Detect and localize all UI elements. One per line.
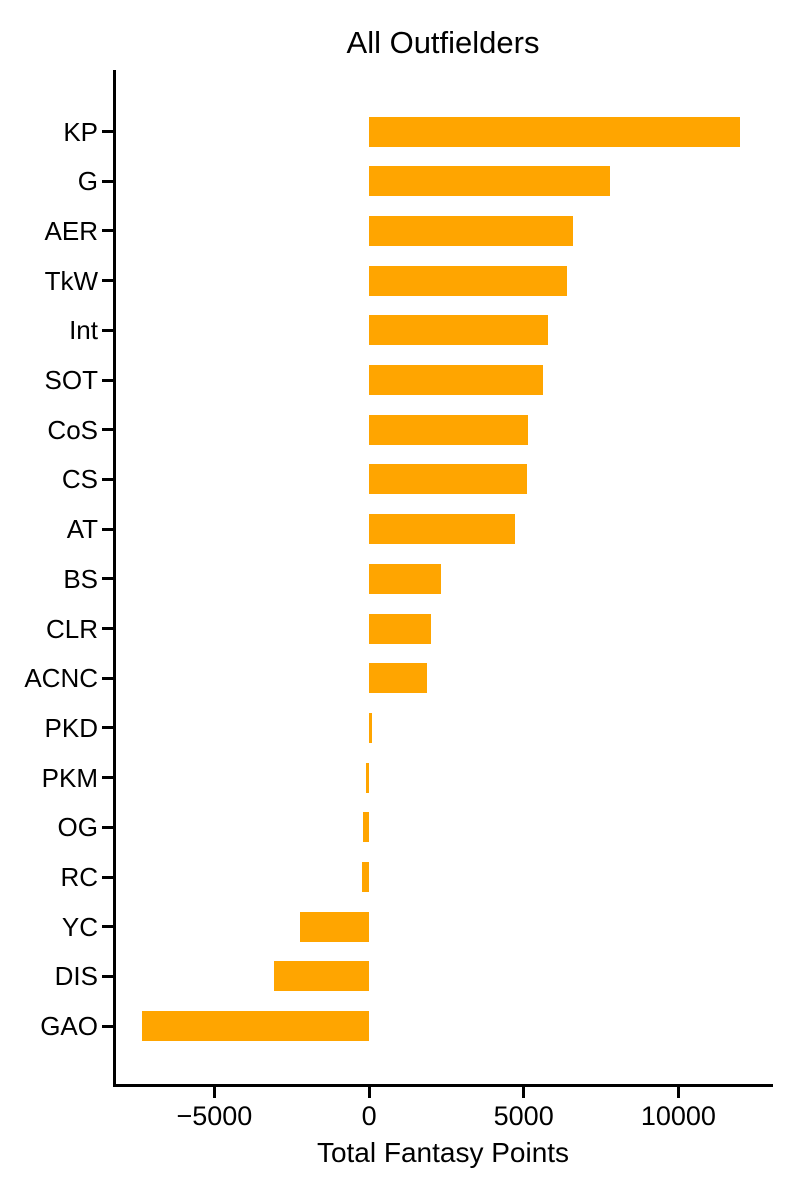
bar-BS: [369, 563, 441, 594]
bar-OG: [362, 812, 370, 843]
y-tick-TkW: [102, 279, 113, 283]
bar-YC: [299, 911, 370, 942]
bar-PKM: [366, 762, 370, 793]
bar-GAO: [142, 1011, 370, 1042]
x-tick-5000: [522, 1087, 526, 1098]
bar-KP: [369, 116, 741, 147]
y-tick-label-SOT: SOT: [44, 365, 98, 395]
x-tick--5000: [212, 1087, 216, 1098]
y-tick-RC: [102, 875, 113, 879]
y-tick-CoS: [102, 428, 113, 432]
x-tick-label--5000: −5000: [176, 1101, 253, 1131]
y-tick-KP: [102, 130, 113, 133]
y-tick-label-TkW: TkW: [44, 265, 98, 296]
x-tick-label-10000: 10000: [640, 1101, 716, 1131]
bar-CS: [369, 464, 528, 495]
plot-area: [113, 70, 773, 1087]
y-tick-PKD: [102, 726, 113, 730]
y-tick-YC: [102, 925, 113, 929]
y-tick-label-CLR: CLR: [45, 613, 98, 644]
bars-layer: [113, 70, 773, 1087]
bar-G: [369, 166, 610, 197]
y-tick-DIS: [102, 974, 113, 978]
chart-title: All Outfielders: [346, 25, 540, 60]
bar-DIS: [274, 961, 369, 992]
bar-Int: [369, 315, 549, 346]
y-tick-label-GAO: GAO: [40, 1011, 98, 1042]
y-tick-label-PKD: PKD: [44, 712, 98, 743]
y-tick-label-PKM: PKM: [41, 762, 98, 793]
bar-CLR: [369, 613, 431, 644]
y-axis-spine: [113, 70, 116, 1087]
y-tick-Int: [102, 328, 113, 332]
x-tick-label-5000: 5000: [493, 1101, 554, 1131]
bar-RC: [362, 862, 370, 892]
y-tick-label-YC: YC: [61, 911, 98, 942]
y-tick-label-BS: BS: [63, 563, 98, 594]
y-tick-label-AER: AER: [44, 215, 98, 246]
x-tick-10000: [676, 1087, 680, 1098]
bar-AT: [369, 514, 516, 545]
y-tick-ACNC: [102, 676, 113, 680]
bar-AER: [369, 215, 574, 246]
y-tick-label-RC: RC: [60, 862, 98, 892]
bar-CoS: [369, 414, 529, 445]
y-tick-CS: [102, 477, 113, 481]
y-tick-BS: [102, 577, 113, 581]
x-axis-spine: [113, 1084, 773, 1087]
y-tick-label-KP: KP: [63, 116, 98, 147]
y-tick-AER: [102, 229, 113, 233]
y-tick-label-OG: OG: [57, 812, 98, 843]
y-tick-CLR: [102, 627, 113, 630]
y-tick-label-ACNC: ACNC: [24, 663, 98, 694]
y-tick-SOT: [102, 378, 113, 382]
bar-SOT: [369, 365, 543, 395]
y-tick-OG: [102, 825, 113, 829]
bar-TkW: [369, 265, 568, 296]
x-tick-0: [367, 1087, 371, 1098]
bar-PKD: [369, 712, 373, 743]
x-tick-label-0: 0: [361, 1101, 377, 1131]
y-tick-label-DIS: DIS: [54, 961, 98, 992]
y-tick-label-AT: AT: [66, 514, 98, 545]
y-tick-G: [102, 179, 113, 183]
y-tick-GAO: [102, 1024, 113, 1028]
y-tick-AT: [102, 527, 113, 531]
bar-ACNC: [369, 663, 427, 694]
x-axis-label: Total Fantasy Points: [316, 1137, 570, 1168]
y-tick-label-Int: Int: [69, 315, 98, 346]
y-tick-label-G: G: [77, 166, 98, 197]
y-tick-PKM: [102, 776, 113, 780]
y-tick-label-CS: CS: [61, 464, 98, 495]
y-tick-label-CoS: CoS: [47, 414, 98, 445]
